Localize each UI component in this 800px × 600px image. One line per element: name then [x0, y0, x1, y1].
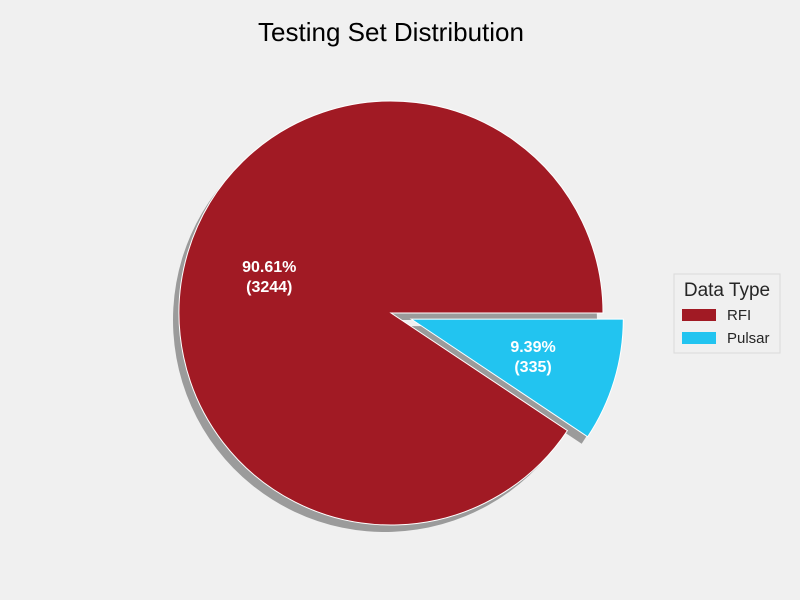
pie-slices — [178, 100, 624, 526]
legend-title: Data Type — [684, 280, 770, 301]
slice-count-pulsar: (335) — [514, 359, 551, 376]
legend-label-rfi: RFI — [727, 307, 751, 324]
slice-percent-pulsar: 9.39% — [510, 339, 555, 356]
chart-title: Testing Set Distribution — [258, 17, 524, 47]
legend-label-pulsar: Pulsar — [727, 330, 770, 347]
slice-pulsar — [409, 318, 624, 438]
slice-count-rfi: (3244) — [246, 279, 292, 296]
legend: Data Type RFI Pulsar — [673, 273, 781, 354]
legend-swatch-pulsar — [682, 332, 716, 344]
slice-rfi — [178, 100, 604, 526]
slice-percent-rfi: 90.61% — [242, 259, 296, 276]
legend-swatch-rfi — [682, 309, 716, 321]
slice-labels: 90.61% (3244) 9.39% (335) — [242, 259, 556, 376]
